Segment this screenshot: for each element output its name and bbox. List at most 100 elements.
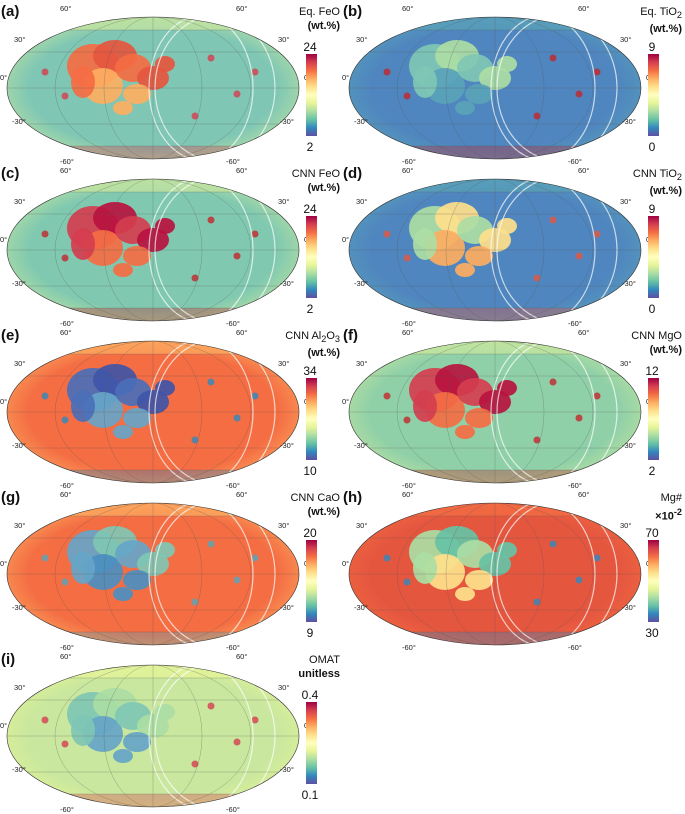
latitude-label: 30° [278,359,290,368]
latitude-label: -30° [280,279,294,288]
latitude-label: 0° [0,73,8,82]
latitude-label: -30° [622,279,636,288]
map-panel: (e)60°60°30°30°0°0°-30°-30°-60°-60°CNN A… [0,326,340,490]
colorbar-variable: Eq. FeO [299,6,340,18]
latitude-label: -30° [280,765,294,774]
latitude-label: -30° [280,603,294,612]
panel-label: (a) [1,3,20,20]
colorbar [306,702,317,784]
colorbar-title: Eq. FeO (wt.%) [299,5,340,33]
latitude-label: 60° [578,4,590,13]
latitude-label: 60° [402,4,414,13]
latitude-label: -60° [226,157,240,166]
latitude-label: -60° [402,157,416,166]
latitude-label: 0° [342,235,350,244]
colorbar [306,378,317,460]
colorbar-max: 34 [303,364,317,378]
mollweide-map [6,178,300,322]
colorbar-unit: (wt.%) [649,344,682,356]
latitude-label: 30° [356,197,368,206]
latitude-label: 0° [0,235,8,244]
colorbar-min: 2 [306,302,314,316]
latitude-label: -30° [354,441,368,450]
panel-label: (b) [343,3,363,20]
latitude-label: 60° [236,328,248,337]
latitude-label: -60° [226,805,240,814]
latitude-label: -30° [12,603,26,612]
colorbar-variable: CNN FeO [291,168,340,180]
colorbar-min: 0 [648,140,656,154]
colorbar-min: 2 [648,464,656,478]
colorbar-title: CNN FeO (wt.%) [292,167,340,195]
latitude-label: -30° [622,117,636,126]
latitude-label: 60° [578,328,590,337]
latitude-label: -30° [354,117,368,126]
latitude-label: 60° [578,490,590,499]
latitude-label: 30° [278,683,290,692]
latitude-label: 0° [342,73,350,82]
colorbar-unit: ×10-2 [655,507,682,523]
colorbar-variable: Mg# [660,492,682,504]
latitude-label: 30° [278,521,290,530]
latitude-label: 60° [60,166,72,175]
mollweide-map [348,502,642,646]
latitude-label: 30° [278,35,290,44]
latitude-label: -30° [622,441,636,450]
latitude-label: -60° [60,157,74,166]
colorbar-title: OMAT unitless [298,653,340,681]
colorbar-max: 12 [645,364,659,378]
map-panel: (b)60°60°30°30°0°0°-30°-30°-60°-60°Eq. T… [342,2,682,166]
panel-label: (f) [343,327,358,344]
latitude-label: -60° [402,319,416,328]
colorbar-title: CNN Al2O3 (wt.%) [285,329,340,360]
map-panel: (a)60°60°30°30°0°0°-30°-30°-60°-60°Eq. F… [0,2,340,166]
colorbar-variable: CNN MgO [631,330,682,342]
panel-label: (i) [1,651,16,668]
panel-label: (g) [1,489,21,506]
latitude-label: -60° [60,643,74,652]
latitude-label: 60° [60,4,72,13]
latitude-label: 30° [620,35,632,44]
map-panel: (f)60°60°30°30°0°0°-30°-30°-60°-60°CNN M… [342,326,682,490]
latitude-label: -60° [60,319,74,328]
colorbar-max: 24 [303,202,317,216]
latitude-label: -60° [568,481,582,490]
latitude-label: 30° [14,359,26,368]
colorbar-unit: (wt.%) [307,347,340,360]
colorbar-unit: (wt.%) [649,23,682,36]
latitude-label: 0° [0,721,8,730]
colorbar-unit: unitless [298,668,340,680]
latitude-label: -60° [226,643,240,652]
latitude-label: -60° [60,805,74,814]
latitude-label: -30° [622,603,636,612]
latitude-label: 60° [236,490,248,499]
colorbar-unit: (wt.%) [307,182,340,194]
colorbar [648,54,659,136]
colorbar-max: 24 [303,40,317,54]
mollweide-map [6,340,300,484]
map-panel: (i)60°60°30°30°0°0°-30°-30°-60°-60°OMATu… [0,650,340,814]
latitude-label: 30° [356,521,368,530]
colorbar [306,54,317,136]
latitude-label: -60° [568,643,582,652]
colorbar-title: Mg# ×10-2 [655,491,682,524]
latitude-label: 30° [620,521,632,530]
panel-label: (c) [1,165,20,182]
colorbar [306,540,317,622]
latitude-label: 0° [342,397,350,406]
latitude-label: 30° [14,521,26,530]
latitude-label: 0° [0,397,8,406]
latitude-label: -30° [280,117,294,126]
latitude-label: 60° [402,490,414,499]
latitude-label: 30° [14,683,26,692]
panel-label: (e) [1,327,20,344]
map-panel: (h)60°60°30°30°0°0°-30°-30°-60°-60°Mg#×1… [342,488,682,652]
mollweide-map [6,16,300,160]
latitude-label: -30° [354,279,368,288]
colorbar-title: CNN TiO2 (wt.%) [633,167,682,198]
map-panel: (d)60°60°30°30°0°0°-30°-30°-60°-60°CNN T… [342,164,682,328]
colorbar [648,540,659,622]
colorbar-max: 20 [303,526,317,540]
latitude-label: 30° [278,197,290,206]
colorbar-variable: CNN Al2O3 [285,330,340,345]
